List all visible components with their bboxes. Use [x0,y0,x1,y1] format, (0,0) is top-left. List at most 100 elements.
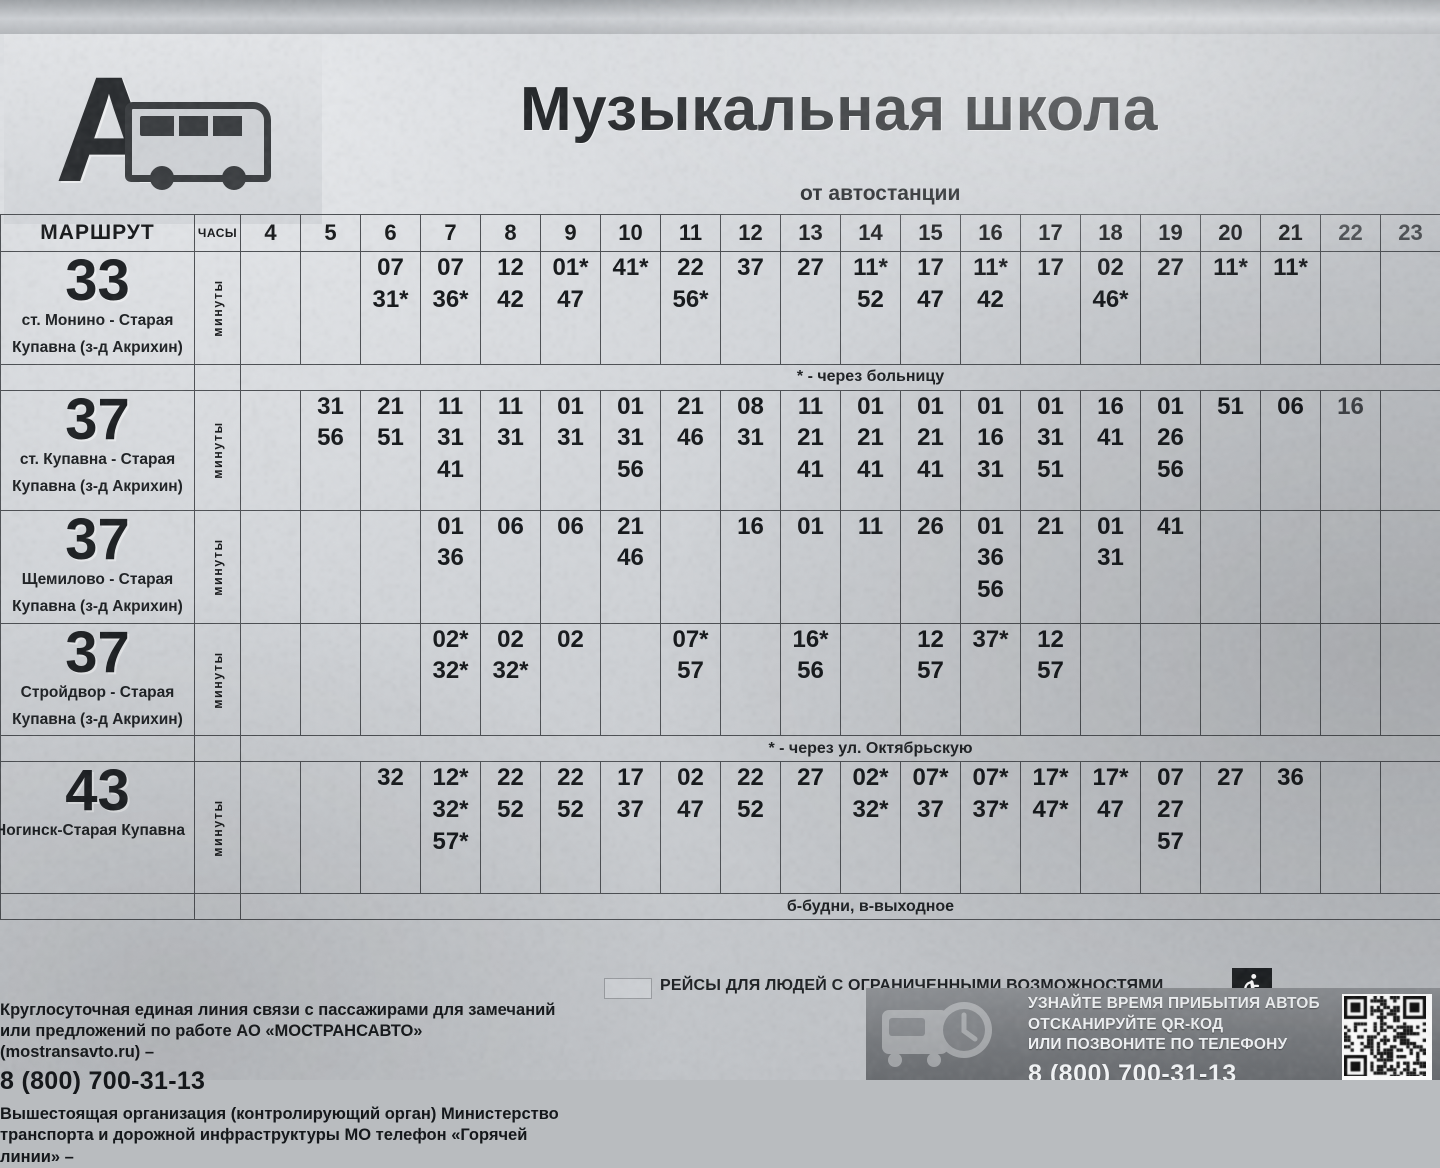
cell-r4-h19: 072757 [1141,762,1201,894]
departure-minute: 41 [1141,511,1200,543]
route-name-line-2: Ногинск-Старая Купавна [0,820,194,847]
minutes-label-1: минуты [195,390,241,510]
departure-minute: 11* [1261,252,1320,284]
departure-minute: 37* [961,794,1020,826]
route-cell-0: 33ст. Монино - СтараяКупавна (з-д Акрихи… [1,252,195,365]
route-name-line-1: ст. Монино - Старая [1,310,194,337]
route-name-line-1: Щемилово - Старая [1,569,194,596]
cell-r2-h15: 26 [901,510,961,623]
header-hour-18: 18 [1081,215,1141,252]
departure-minute: 56* [661,284,720,316]
table-row: 37Щемилово - СтараяКупавна (з-д Акрихин)… [1,510,1440,623]
direction-label: от автостанции [800,182,960,206]
departure-minute: 07* [961,762,1020,794]
departure-minute: 01 [781,511,840,543]
cell-r1-h4 [241,390,301,510]
departure-minute: 12* [421,762,480,794]
departure-minute: 12 [481,252,540,284]
departure-minute: 47 [661,794,720,826]
departure-minute: 31 [541,422,600,454]
departure-minute: 07* [661,624,720,656]
qr-promo-text: УЗНАЙТЕ ВРЕМЯ ПРИБЫТИЯ АВТОБ ОТСКАНИРУЙТ… [1028,994,1320,1080]
route-name-line-1: Стройдвор - Старая [1,682,194,709]
departure-minute: 07 [1141,762,1200,794]
qr-promo-panel: УЗНАЙТЕ ВРЕМЯ ПРИБЫТИЯ АВТОБ ОТСКАНИРУЙТ… [866,988,1440,1080]
cell-r4-h21: 36 [1261,762,1321,894]
departure-minute: 56 [601,454,660,486]
header-hour-4: 4 [241,215,301,252]
cell-r0-h16: 11*42 [961,252,1021,365]
cell-r0-h20: 11* [1201,252,1261,365]
departure-minute: 47 [541,284,600,316]
minutes-label-0: минуты [195,252,241,365]
route-cell-3: 37Стройдвор - СтараяКупавна (з-д Акрихин… [1,623,195,736]
note-spacer-hours [195,894,241,920]
minutes-label-4: минуты [195,762,241,894]
departure-minute: 26 [901,511,960,543]
cell-r3-h8: 0232* [481,623,541,736]
departure-minute: 02 [1081,252,1140,284]
departure-minute: 11* [1201,252,1260,284]
cell-r2-h10: 2146 [601,510,661,623]
departure-minute: 01* [541,252,600,284]
departure-minute: 17 [901,252,960,284]
cell-r4-h7: 12*32*57* [421,762,481,894]
cell-r3-h21 [1261,623,1321,736]
route-cell-2: 37Щемилово - СтараяКупавна (з-д Акрихин) [1,510,195,623]
cell-r0-h9: 01*47 [541,252,601,365]
departure-minute: 01 [841,391,900,423]
cell-r0-h7: 0736* [421,252,481,365]
cell-r3-h4 [241,623,301,736]
route-name-line-2: Купавна (з-д Акрихин) [1,337,194,364]
departure-minute: 11 [421,391,480,423]
cell-r0-h6: 0731* [361,252,421,365]
departure-minute: 57* [421,826,480,858]
cell-r4-h18: 17*47 [1081,762,1141,894]
cell-r4-h15: 07*37 [901,762,961,894]
stop-title: Музыкальная школа [520,74,1158,145]
departure-minute: 56 [301,422,360,454]
departure-minute: 51 [1201,391,1260,423]
departure-minute: 17* [1081,762,1140,794]
departure-minute: 41 [421,454,480,486]
departure-minute: 31 [1021,422,1080,454]
departure-minute: 56 [781,655,840,687]
cell-r3-h14 [841,623,901,736]
departure-minute: 37* [961,624,1020,656]
cell-r4-h17: 17*47* [1021,762,1081,894]
cell-r4-h23 [1381,762,1440,894]
header-hour-15: 15 [901,215,961,252]
departure-minute: 07 [361,252,420,284]
cell-r2-h8: 06 [481,510,541,623]
departure-minute: 06 [1261,391,1320,423]
cell-r2-h7: 0136 [421,510,481,623]
header-hour-6: 6 [361,215,421,252]
departure-minute: 42 [961,284,1020,316]
route-number: 43 [1,762,194,820]
cell-r1-h7: 113141 [421,390,481,510]
departure-minute: 22 [541,762,600,794]
departure-minute: 16* [781,624,840,656]
cell-r2-h16: 013656 [961,510,1021,623]
departure-minute: 31 [721,422,780,454]
cell-r1-h12: 0831 [721,390,781,510]
departure-minute: 31 [481,422,540,454]
route-cell-4: 43Ногинск-Старая Купавна [1,762,195,894]
header-hour-20: 20 [1201,215,1261,252]
header-route-label: МАРШРУТ [1,215,195,252]
header-hour-7: 7 [421,215,481,252]
departure-minute: 11* [961,252,1020,284]
departure-minute: 32* [841,794,900,826]
cell-r1-h16: 011631 [961,390,1021,510]
qr-code-icon[interactable] [1342,994,1432,1080]
departure-minute: 37 [901,794,960,826]
cell-r2-h12: 16 [721,510,781,623]
qr-line-1: УЗНАЙТЕ ВРЕМЯ ПРИБЫТИЯ АВТОБ [1028,994,1320,1015]
contact-line-4: транспорта и дорожной инфраструктуры МО … [0,1125,560,1167]
departure-minute: 31 [421,422,480,454]
cell-r1-h21: 06 [1261,390,1321,510]
header-hours-label: ЧАСЫ [195,215,241,252]
cell-r2-h19: 41 [1141,510,1201,623]
header-hour-17: 17 [1021,215,1081,252]
header-hour-14: 14 [841,215,901,252]
